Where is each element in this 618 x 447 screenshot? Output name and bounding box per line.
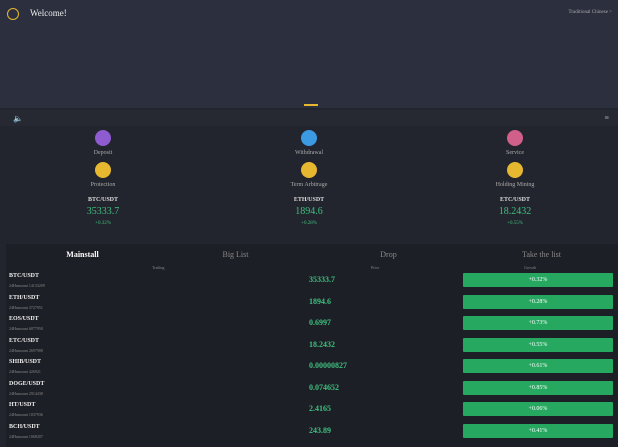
ticker-price: 35333.7 [86,206,120,217]
market-row[interactable]: EOS/USDT 24Hamount 6077950 0.6997 +0.73% [6,313,618,335]
speaker-icon: 🔈 [13,114,23,123]
tab[interactable]: Mainstall [66,250,99,259]
price: 35333.7 [309,275,335,284]
tab[interactable]: Big List [222,250,249,259]
menu-icon [95,162,111,178]
change-badge[interactable]: +0.32% [463,273,613,287]
market-table: Mainstall Big List Drop Take the list Tradin… [6,244,618,447]
ticker-pair: ETH/USDT [293,197,325,203]
price: 0.6997 [309,318,331,327]
change-badge[interactable]: +0.61% [463,359,613,373]
menu-label[interactable]: Deposit [93,150,113,156]
ticker-change: +0.32% [95,221,111,226]
menu-label[interactable]: Term Arbitrage [290,182,328,188]
volume: 24Hamount 2914438 [9,390,43,396]
price: 243.89 [309,425,331,435]
volume: 24Hamount 14133209 [9,283,45,288]
ticker-price: 1894.6 [295,206,323,217]
ticker-change: +0.28% [301,221,317,226]
banner [0,0,618,108]
menu-icon [507,162,523,178]
notice-bar [0,110,618,126]
pair: ETC/USDT [9,337,40,344]
price: 18.2432 [309,339,335,349]
language-label[interactable]: Traditional Chinese [568,10,608,15]
change-badge[interactable]: +0.55% [463,337,613,352]
menu-item[interactable]: Service [412,130,618,156]
ticker[interactable]: BTC/USDT 35333.7 +0.32% [0,197,206,226]
menu-label[interactable]: Holding Mining [495,182,535,188]
market-row[interactable]: ETH/USDT 24Hamount 3727951 1894.6 +0.28% [6,292,618,314]
pair: DOGE/USDT [9,380,45,387]
menu-label[interactable]: Withdrawal [294,150,324,156]
pair: BCH/USDT [9,423,40,430]
menu-icon [95,130,111,146]
menu-item[interactable]: Deposit [0,130,206,156]
menu-icon [301,130,317,146]
avatar-icon[interactable] [7,8,19,20]
ticker-pair: BTC/USDT [87,197,118,203]
ticker-change: +0.55% [507,221,523,226]
market-row[interactable]: SHIB/USDT 24Hamount 426921 0.00000827 +0.61… [6,356,618,378]
ticker[interactable]: ETC/USDT 18.2432 +0.55% [412,197,618,226]
market-row[interactable]: BCH/USDT 24Hamount 1068207 243.89 +0.41% [6,421,618,443]
column-header: Trading [152,265,165,270]
volume: 24Hamount 1068207 [9,433,43,439]
pair: BTC/USDT [9,273,40,279]
menu-item[interactable]: Withdrawal [206,130,412,156]
change-badge[interactable]: +0.06% [463,402,613,416]
change-badge[interactable]: +0.73% [463,316,613,330]
tab[interactable]: Take the list [522,250,561,259]
menu-item[interactable]: Protection [0,162,206,188]
menu-item[interactable]: Holding Mining [412,162,618,188]
language-switch[interactable]: Traditional Chinese > [568,10,612,15]
pair: SHIB/USDT [9,359,42,365]
pair: ETH/USDT [9,294,40,301]
volume: 24Hamount 426921 [9,369,41,374]
menu-icon [301,162,317,178]
ticker[interactable]: ETH/USDT 1894.6 +0.28% [206,197,412,226]
volume: 24Hamount 6077950 [9,326,43,331]
price: 1894.6 [309,296,331,306]
volume: 24Hamount 3727951 [9,304,43,310]
volume: 24Hamount 1037936 [9,412,43,417]
pair: HT/USDT [9,402,36,408]
ticker-pair: ETC/USDT [499,197,530,203]
price: 0.074652 [309,382,339,392]
menu-icon[interactable]: ≡ [604,113,609,122]
menu-label[interactable]: Service [506,150,524,156]
change-badge[interactable]: +0.41% [463,423,613,438]
price: 2.4165 [309,404,331,413]
change-badge[interactable]: +0.85% [463,380,613,395]
welcome-title: Welcome! [30,8,67,18]
market-row[interactable]: BTC/USDT 24Hamount 14133209 35333.7 +0.32% [6,270,618,292]
volume: 24Hamount 2697908 [9,347,43,353]
market-row[interactable]: HT/USDT 24Hamount 1037936 2.4165 +0.06% [6,399,618,421]
tab[interactable]: Drop [380,250,397,259]
menu-icon [507,130,523,146]
market-row[interactable]: DOGE/USDT 24Hamount 2914438 0.074652 +0.85% [6,378,618,400]
change-badge[interactable]: +0.28% [463,294,613,309]
price: 0.00000827 [309,361,347,370]
carousel-indicator [304,104,318,106]
menu-item[interactable]: Term Arbitrage [206,162,412,188]
column-header: Growth [524,265,537,270]
ticker-price: 18.2432 [498,206,532,217]
pair: EOS/USDT [9,316,39,322]
market-row[interactable]: ETC/USDT 24Hamount 2697908 18.2432 +0.55% [6,335,618,357]
menu-label[interactable]: Protection [90,182,116,188]
column-header: Price [371,265,380,270]
